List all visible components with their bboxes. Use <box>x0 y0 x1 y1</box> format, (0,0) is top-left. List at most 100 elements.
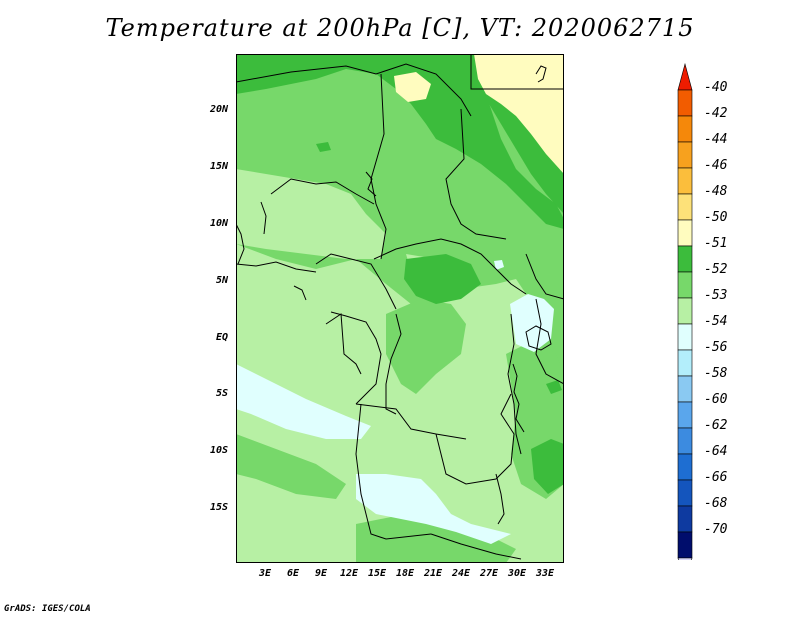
border-hook <box>365 171 377 197</box>
field-c51-edge <box>536 74 564 114</box>
lat-tick-15s: 15S <box>209 502 228 513</box>
field-c54-west <box>236 169 386 259</box>
colorbar-swatch <box>677 219 693 247</box>
lat-tick-10s: 10S <box>209 445 228 456</box>
lon-tick-6e: 6E <box>286 568 300 579</box>
colorbar-swatch <box>677 297 693 325</box>
lon-tick-12e: 12E <box>339 568 359 579</box>
border-car <box>373 238 527 295</box>
footer-credit: GrADS: IGES/COLA <box>4 604 91 614</box>
colorbar-label: -60 <box>704 392 728 407</box>
colorbar-swatch <box>677 453 693 481</box>
colorbar-swatch <box>677 401 693 429</box>
map-panel <box>236 54 564 563</box>
lon-tick-9e: 9E <box>314 568 328 579</box>
colorbar-swatch <box>677 141 693 169</box>
chart-title: Temperature at 200hPa [C], VT: 202006271… <box>105 14 695 42</box>
border-short-1 <box>260 201 267 235</box>
colorbar-swatch <box>677 245 693 273</box>
border-sudan-west <box>370 73 387 260</box>
lon-tick-27e: 27E <box>479 568 499 579</box>
field-c56-west-band <box>236 364 371 439</box>
field-c52-center <box>404 254 481 304</box>
colorbar-label: -58 <box>704 366 728 381</box>
colorbar-label: -64 <box>704 444 728 459</box>
colorbar-label: -51 <box>704 236 728 251</box>
border-se <box>430 533 522 560</box>
colorbar-label: -48 <box>704 184 728 199</box>
lat-tick-5s: 5S <box>215 388 228 399</box>
colorbar-swatch <box>677 427 693 455</box>
border-cameroon <box>315 253 397 310</box>
field-c56-fleck <box>494 260 504 270</box>
colorbar-label: -52 <box>704 262 728 277</box>
colorbar-label: -42 <box>704 106 728 121</box>
border-drc-west <box>385 313 402 415</box>
colorbar-label: -44 <box>704 132 728 147</box>
border-coast-w2 <box>236 223 245 265</box>
border-east-3 <box>525 253 564 300</box>
colorbar-label: -46 <box>704 158 728 173</box>
lon-tick-30e: 30E <box>507 568 527 579</box>
border-north-2 <box>470 54 564 90</box>
border-lake-victoria <box>525 325 552 351</box>
colorbar-label: -70 <box>704 522 728 537</box>
colorbar-swatch <box>677 531 693 559</box>
border-short-2 <box>293 285 307 301</box>
colorbar-label: -66 <box>704 470 728 485</box>
border-lake-tanganyika <box>495 473 505 525</box>
lat-tick-eq: EQ <box>215 332 228 343</box>
field-c56-lake <box>510 294 554 352</box>
lon-tick-21e: 21E <box>423 568 443 579</box>
border-central-1 <box>270 178 375 205</box>
field-c52-east <box>531 439 564 494</box>
lon-tick-18e: 18E <box>395 568 415 579</box>
lat-tick-5n: 5N <box>215 275 228 286</box>
colorbar-swatch <box>677 193 693 221</box>
colorbar-label: -40 <box>704 80 728 95</box>
colorbar-swatch <box>677 271 693 299</box>
field-c53-center-blob <box>386 299 466 394</box>
lat-tick-10n: 10N <box>209 218 228 229</box>
colorbar <box>677 62 693 560</box>
colorbar-swatch <box>677 89 693 117</box>
colorbar-swatch <box>677 115 693 143</box>
lon-tick-33e: 33E <box>535 568 555 579</box>
border-east-2 <box>535 298 564 385</box>
border-north-1 <box>236 63 472 117</box>
field-c51-patch <box>394 72 431 102</box>
lon-tick-15e: 15E <box>367 568 387 579</box>
colorbar-label: -54 <box>704 314 728 329</box>
border-east-lakes <box>507 313 522 455</box>
colorbar-swatch <box>677 349 693 377</box>
colorbar-swatch <box>677 323 693 351</box>
field-c52-north <box>236 54 564 229</box>
colorbar-swatch <box>677 505 693 533</box>
border-coast-w <box>236 261 317 273</box>
lat-tick-20n: 20N <box>209 104 228 115</box>
colorbar-top-triangle <box>677 62 693 91</box>
lon-tick-3e: 3E <box>258 568 272 579</box>
temperature-map <box>236 54 564 563</box>
map-frame <box>236 54 564 563</box>
border-angola <box>355 403 432 540</box>
colorbar-label: -50 <box>704 210 728 225</box>
field-c52-fleck-2 <box>546 380 562 394</box>
colorbar-swatch <box>677 167 693 195</box>
field-c52-fleck-1 <box>316 142 331 152</box>
border-angola-n <box>355 403 467 440</box>
field-c53-sse <box>356 514 516 563</box>
border-lake-1 <box>512 363 525 433</box>
field-c53-sw <box>236 434 346 499</box>
colorbar-swatch <box>677 375 693 403</box>
colorbar-label: -62 <box>704 418 728 433</box>
border-gabon <box>325 313 362 375</box>
colorbar-label: -56 <box>704 340 728 355</box>
colorbar-label: -68 <box>704 496 728 511</box>
field-c56-south <box>356 474 511 544</box>
lon-tick-24e: 24E <box>451 568 471 579</box>
border-congo <box>330 311 382 405</box>
lat-tick-15n: 15N <box>209 161 228 172</box>
colorbar-bottom-triangle <box>677 557 693 560</box>
border-ne-lake <box>535 65 547 83</box>
